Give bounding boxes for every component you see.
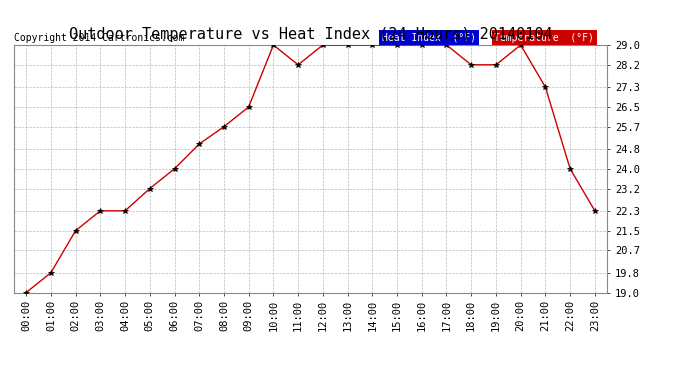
Title: Outdoor Temperature vs Heat Index (24 Hours) 20140104: Outdoor Temperature vs Heat Index (24 Ho… (69, 27, 552, 42)
Text: Temperature  (°F): Temperature (°F) (495, 33, 594, 42)
Text: Copyright 2014 Cartronics.com: Copyright 2014 Cartronics.com (14, 33, 184, 42)
Text: Heat Index  (°F): Heat Index (°F) (382, 33, 475, 42)
